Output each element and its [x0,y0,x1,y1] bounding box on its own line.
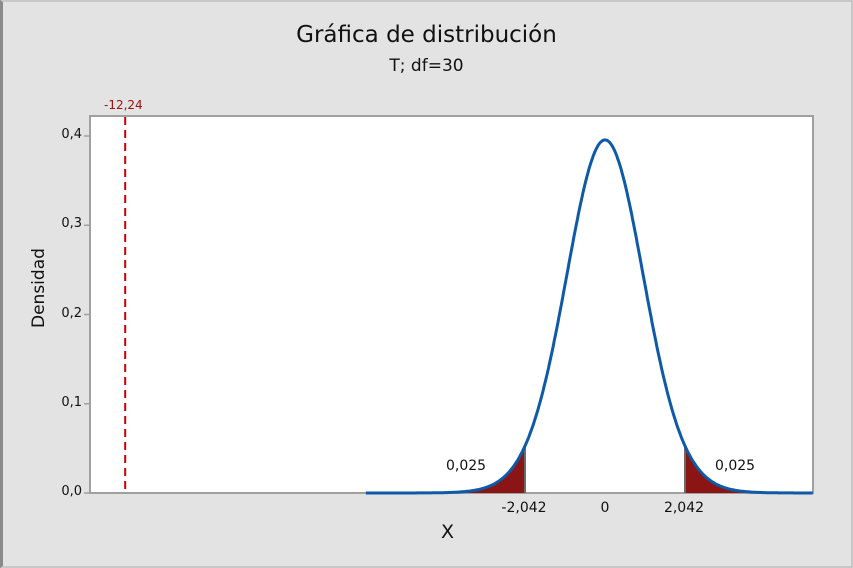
left-tail-region [365,446,525,493]
right-tail-region [685,446,813,493]
reference-line-label: -12,24 [104,98,143,112]
x-axis-label: X [441,521,455,543]
y-tick-label: 0,1 [61,395,82,410]
x-tick-label: 0 [600,500,610,516]
left-tail-area-label: 0,025 [446,458,487,474]
x-tick-label: 2,042 [663,500,705,516]
y-tick-marks [84,135,90,494]
y-tick-label: 0,2 [61,306,82,321]
y-axis-label: Densidad [29,248,49,328]
y-tick-label: 0,3 [61,216,82,231]
right-tail-area-label: 0,025 [715,458,756,474]
x-tick-label: -2,042 [501,500,547,516]
y-tick-label: 0,0 [61,484,82,499]
chart-subtitle: T; df=30 [389,56,464,76]
y-tick-label: 0,4 [61,127,82,142]
plot-box [89,115,814,494]
density-curve [365,138,813,495]
chart-title: Gráfica de distribución [296,22,557,48]
